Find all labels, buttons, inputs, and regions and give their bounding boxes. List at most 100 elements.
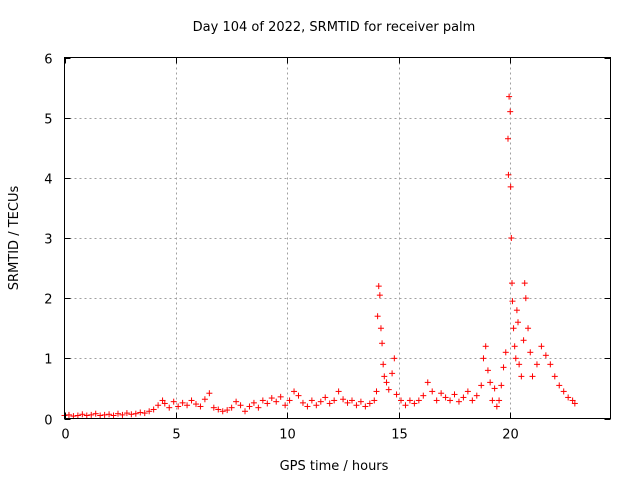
data-point [502, 349, 509, 356]
data-point [201, 396, 208, 403]
data-point [571, 400, 578, 407]
data-point [460, 394, 467, 401]
data-point [525, 325, 532, 332]
data-point [385, 386, 392, 393]
data-point [455, 398, 462, 405]
data-point [493, 403, 500, 410]
data-point [538, 343, 545, 350]
data-point [491, 385, 498, 392]
y-tick-label: 0 [44, 414, 52, 429]
data-point [533, 361, 540, 368]
axis-ticks [64, 57, 611, 420]
data-point [97, 412, 104, 419]
data-point [313, 402, 320, 409]
data-point [110, 412, 117, 419]
data-point [128, 411, 135, 418]
data-point [250, 399, 257, 406]
data-point [560, 388, 567, 395]
data-point [335, 388, 342, 395]
data-point [357, 398, 364, 405]
x-tick-labels: 0 5 10 15 20 [61, 428, 518, 443]
data-point [304, 403, 311, 410]
data-point [273, 398, 280, 405]
data-point [398, 397, 405, 404]
y-tick-labels: 0 1 2 3 4 5 6 [44, 53, 52, 429]
data-point [175, 403, 182, 410]
data-point [255, 404, 262, 411]
data-point [179, 399, 186, 406]
data-point [496, 397, 503, 404]
data-point [331, 397, 338, 404]
data-point [132, 410, 139, 417]
data-point [146, 408, 153, 415]
grid [64, 57, 611, 419]
data-point [141, 410, 148, 417]
data-point [106, 411, 113, 418]
data-point [508, 235, 515, 241]
data-points [61, 93, 578, 420]
x-tick-label: 20 [502, 428, 519, 443]
data-point [429, 388, 436, 395]
x-tick-label: 0 [61, 428, 69, 443]
data-point [101, 411, 108, 418]
data-point [393, 391, 400, 398]
data-point [259, 397, 266, 404]
data-point [521, 280, 528, 287]
x-axis-label: GPS time / hours [280, 459, 389, 474]
data-point [246, 403, 253, 410]
data-point [565, 394, 572, 401]
data-point [79, 411, 86, 418]
data-point [348, 397, 355, 404]
x-tick-label: 15 [391, 428, 408, 443]
data-point [383, 379, 390, 386]
data-point [277, 393, 284, 400]
data-point [442, 394, 449, 401]
chart-title: Day 104 of 2022, SRMTID for receiver pal… [193, 20, 476, 35]
data-point [326, 400, 333, 407]
data-point [83, 412, 90, 419]
data-point [159, 397, 166, 404]
data-point [155, 402, 162, 409]
data-point [268, 395, 275, 402]
data-point [184, 402, 191, 409]
data-point [282, 402, 289, 409]
data-point [377, 325, 384, 332]
data-point [506, 93, 513, 100]
data-point [371, 397, 378, 404]
data-point [65, 411, 72, 418]
data-point [340, 396, 347, 403]
data-point [487, 379, 494, 386]
data-point [161, 400, 168, 407]
data-point [88, 411, 95, 418]
data-point [150, 406, 157, 413]
data-point [518, 373, 525, 380]
data-point [508, 280, 515, 287]
data-point [510, 325, 517, 332]
data-point [237, 402, 244, 409]
data-point [469, 397, 476, 404]
data-point [569, 397, 576, 404]
data-point [520, 337, 527, 344]
data-point [380, 361, 387, 368]
data-point [464, 388, 471, 395]
data-point [286, 397, 293, 404]
data-point [402, 402, 409, 409]
x-tick-label: 10 [279, 428, 296, 443]
data-point [515, 319, 522, 326]
data-point [482, 343, 489, 350]
data-point [415, 397, 422, 404]
data-point [376, 292, 383, 299]
data-point [389, 370, 396, 377]
data-point [119, 411, 126, 418]
data-point [322, 394, 329, 401]
data-point [516, 361, 523, 368]
data-point [406, 397, 413, 404]
data-point [529, 373, 536, 380]
y-axis-label: SRMTID / TECUs [7, 186, 22, 291]
data-point [210, 404, 217, 411]
y-tick-label: 5 [44, 113, 52, 128]
data-point [512, 355, 519, 362]
data-point [92, 410, 99, 417]
data-point [433, 397, 440, 404]
data-point [291, 388, 298, 395]
